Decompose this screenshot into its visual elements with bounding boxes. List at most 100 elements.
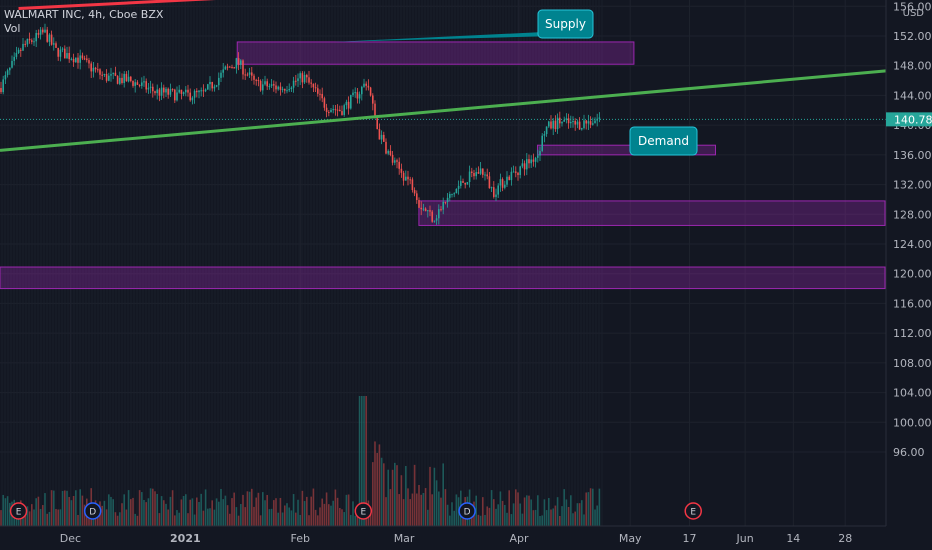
volume-bar: [165, 503, 167, 526]
trendlines[interactable]: [0, 0, 887, 152]
candle-body: [361, 86, 363, 95]
candle-body: [554, 120, 557, 130]
volume-bar: [451, 502, 453, 526]
volume-bar: [532, 510, 535, 526]
volume-bar: [446, 504, 449, 526]
candle-body: [570, 122, 572, 124]
candle-body: [101, 74, 103, 76]
candle-body: [539, 150, 541, 156]
volume-bar: [519, 503, 521, 526]
volume-bar: [50, 490, 53, 526]
candle-body: [290, 87, 293, 90]
volume-bar: [378, 444, 381, 526]
candle-body: [442, 201, 444, 210]
candle-body: [213, 86, 216, 89]
volume-bar: [143, 499, 145, 526]
volume-bar: [303, 501, 306, 526]
candle-body: [323, 98, 326, 108]
volume-bar: [240, 504, 242, 526]
candle-body: [504, 184, 506, 188]
volume-bar: [449, 515, 451, 526]
x-tick-label: 2021: [170, 532, 201, 545]
earnings-marker[interactable]: E: [9, 502, 28, 520]
volume-bar: [418, 485, 420, 526]
volume-bar: [64, 490, 66, 526]
zone-128[interactable]: [418, 200, 886, 226]
candle-body: [130, 76, 132, 81]
callouts[interactable]: Supply Demand: [333, 9, 698, 156]
green-trendline[interactable]: [0, 69, 887, 152]
x-tick-label: 14: [786, 532, 800, 545]
zones[interactable]: [0, 41, 886, 290]
y-tick-label: 152.00: [893, 30, 932, 43]
candle-body: [222, 69, 224, 73]
dividend-marker[interactable]: D: [458, 502, 476, 520]
volume-bar: [163, 500, 165, 526]
candle-body: [255, 79, 257, 81]
volume-bar: [587, 492, 590, 526]
volume-bar: [61, 490, 64, 526]
candle-body: [446, 197, 449, 203]
candle-body: [246, 74, 249, 76]
candle-body: [479, 168, 482, 174]
time-axis[interactable]: [0, 526, 886, 550]
volume-indicator-label[interactable]: Vol: [4, 22, 21, 35]
volume-bar: [156, 493, 158, 526]
y-tick-label: 136.00: [893, 149, 932, 162]
event-circle: [458, 502, 476, 520]
dividend-marker[interactable]: D: [83, 502, 102, 520]
candle-body: [189, 92, 191, 101]
volume-bar: [149, 488, 152, 526]
volume-bar: [512, 503, 515, 526]
callout-box[interactable]: [537, 9, 594, 39]
volume-bar: [224, 495, 227, 526]
candle-body: [114, 72, 117, 76]
candle-body: [156, 89, 158, 94]
supply-zone[interactable]: [236, 41, 635, 65]
candle-body: [376, 118, 378, 130]
volume-bar: [79, 489, 81, 526]
volume-bar: [561, 506, 563, 526]
callout-box[interactable]: [629, 126, 698, 156]
volume-bar: [539, 515, 541, 526]
volume-bar: [35, 498, 37, 526]
volume-bar: [136, 515, 139, 526]
candle-body: [48, 34, 51, 42]
volume-bar: [0, 510, 2, 526]
candle-body: [343, 105, 345, 115]
red-trendline[interactable]: [18, 0, 282, 11]
candle-body: [477, 172, 480, 174]
volume-bar: [4, 498, 7, 526]
currency-label[interactable]: USD: [902, 8, 924, 19]
candle-body: [462, 181, 464, 183]
candle-body: [383, 134, 385, 142]
volume-bar: [46, 513, 48, 526]
candle-body: [330, 109, 332, 113]
earnings-marker[interactable]: E: [684, 502, 702, 520]
candle-body: [218, 77, 220, 86]
volume-bar: [484, 514, 486, 526]
price-axis[interactable]: [886, 0, 932, 550]
volume-bar: [242, 494, 244, 526]
zone-120[interactable]: [0, 266, 886, 290]
candle-body: [185, 89, 187, 93]
candle-body: [17, 49, 20, 53]
volume-bar: [479, 515, 482, 526]
candle-body: [325, 107, 328, 113]
candle-body: [556, 117, 559, 130]
candle-body: [563, 119, 565, 122]
candle-body: [543, 134, 546, 136]
volume-bar: [455, 494, 458, 526]
candle-body: [594, 120, 596, 124]
candle-body: [501, 179, 504, 188]
symbol-title[interactable]: WALMART INC, 4h, Cboe BZX: [4, 8, 164, 21]
volume-bar: [559, 515, 561, 526]
volume-bar: [59, 509, 62, 526]
candle-body: [400, 168, 403, 173]
earnings-marker[interactable]: E: [354, 502, 373, 520]
volume-bar: [222, 499, 224, 526]
volume-bar: [55, 509, 57, 526]
candle-body: [237, 58, 240, 65]
